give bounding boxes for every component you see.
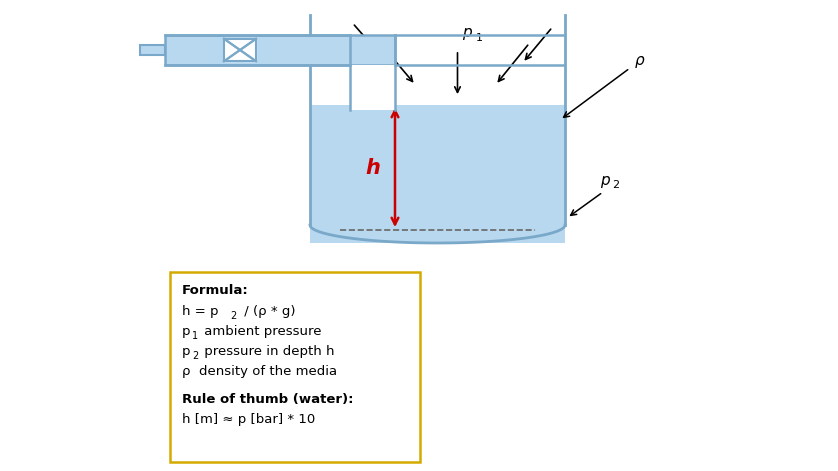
Text: 1: 1 (475, 33, 483, 43)
Text: Rule of thumb (water):: Rule of thumb (water): (182, 393, 354, 406)
Text: 2: 2 (230, 311, 236, 321)
Text: p: p (600, 172, 609, 187)
Bar (310, 105, 565, 243)
Text: h [m] ≈ p [bar] * 10: h [m] ≈ p [bar] * 10 (182, 414, 315, 427)
Bar (395, 15, 563, 105)
Text: 2: 2 (192, 351, 199, 361)
Bar (170, 272, 420, 462)
Text: ρ  density of the media: ρ density of the media (182, 365, 337, 379)
Text: p: p (182, 346, 190, 358)
Text: 2: 2 (612, 180, 619, 190)
Bar (140, 45, 165, 55)
Bar (312, 15, 350, 105)
Bar (350, 65, 395, 110)
Text: ρ: ρ (635, 52, 644, 67)
Text: / (ρ * g): / (ρ * g) (240, 306, 296, 318)
Polygon shape (224, 39, 256, 61)
Bar (165, 35, 395, 65)
Text: pressure in depth h: pressure in depth h (200, 346, 334, 358)
Text: Formula:: Formula: (182, 284, 249, 297)
Text: ambient pressure: ambient pressure (200, 325, 322, 339)
Text: 1: 1 (192, 331, 198, 341)
Text: h = p: h = p (182, 306, 219, 318)
Text: h: h (365, 157, 380, 178)
Text: p: p (463, 25, 472, 41)
Text: p: p (182, 325, 190, 339)
